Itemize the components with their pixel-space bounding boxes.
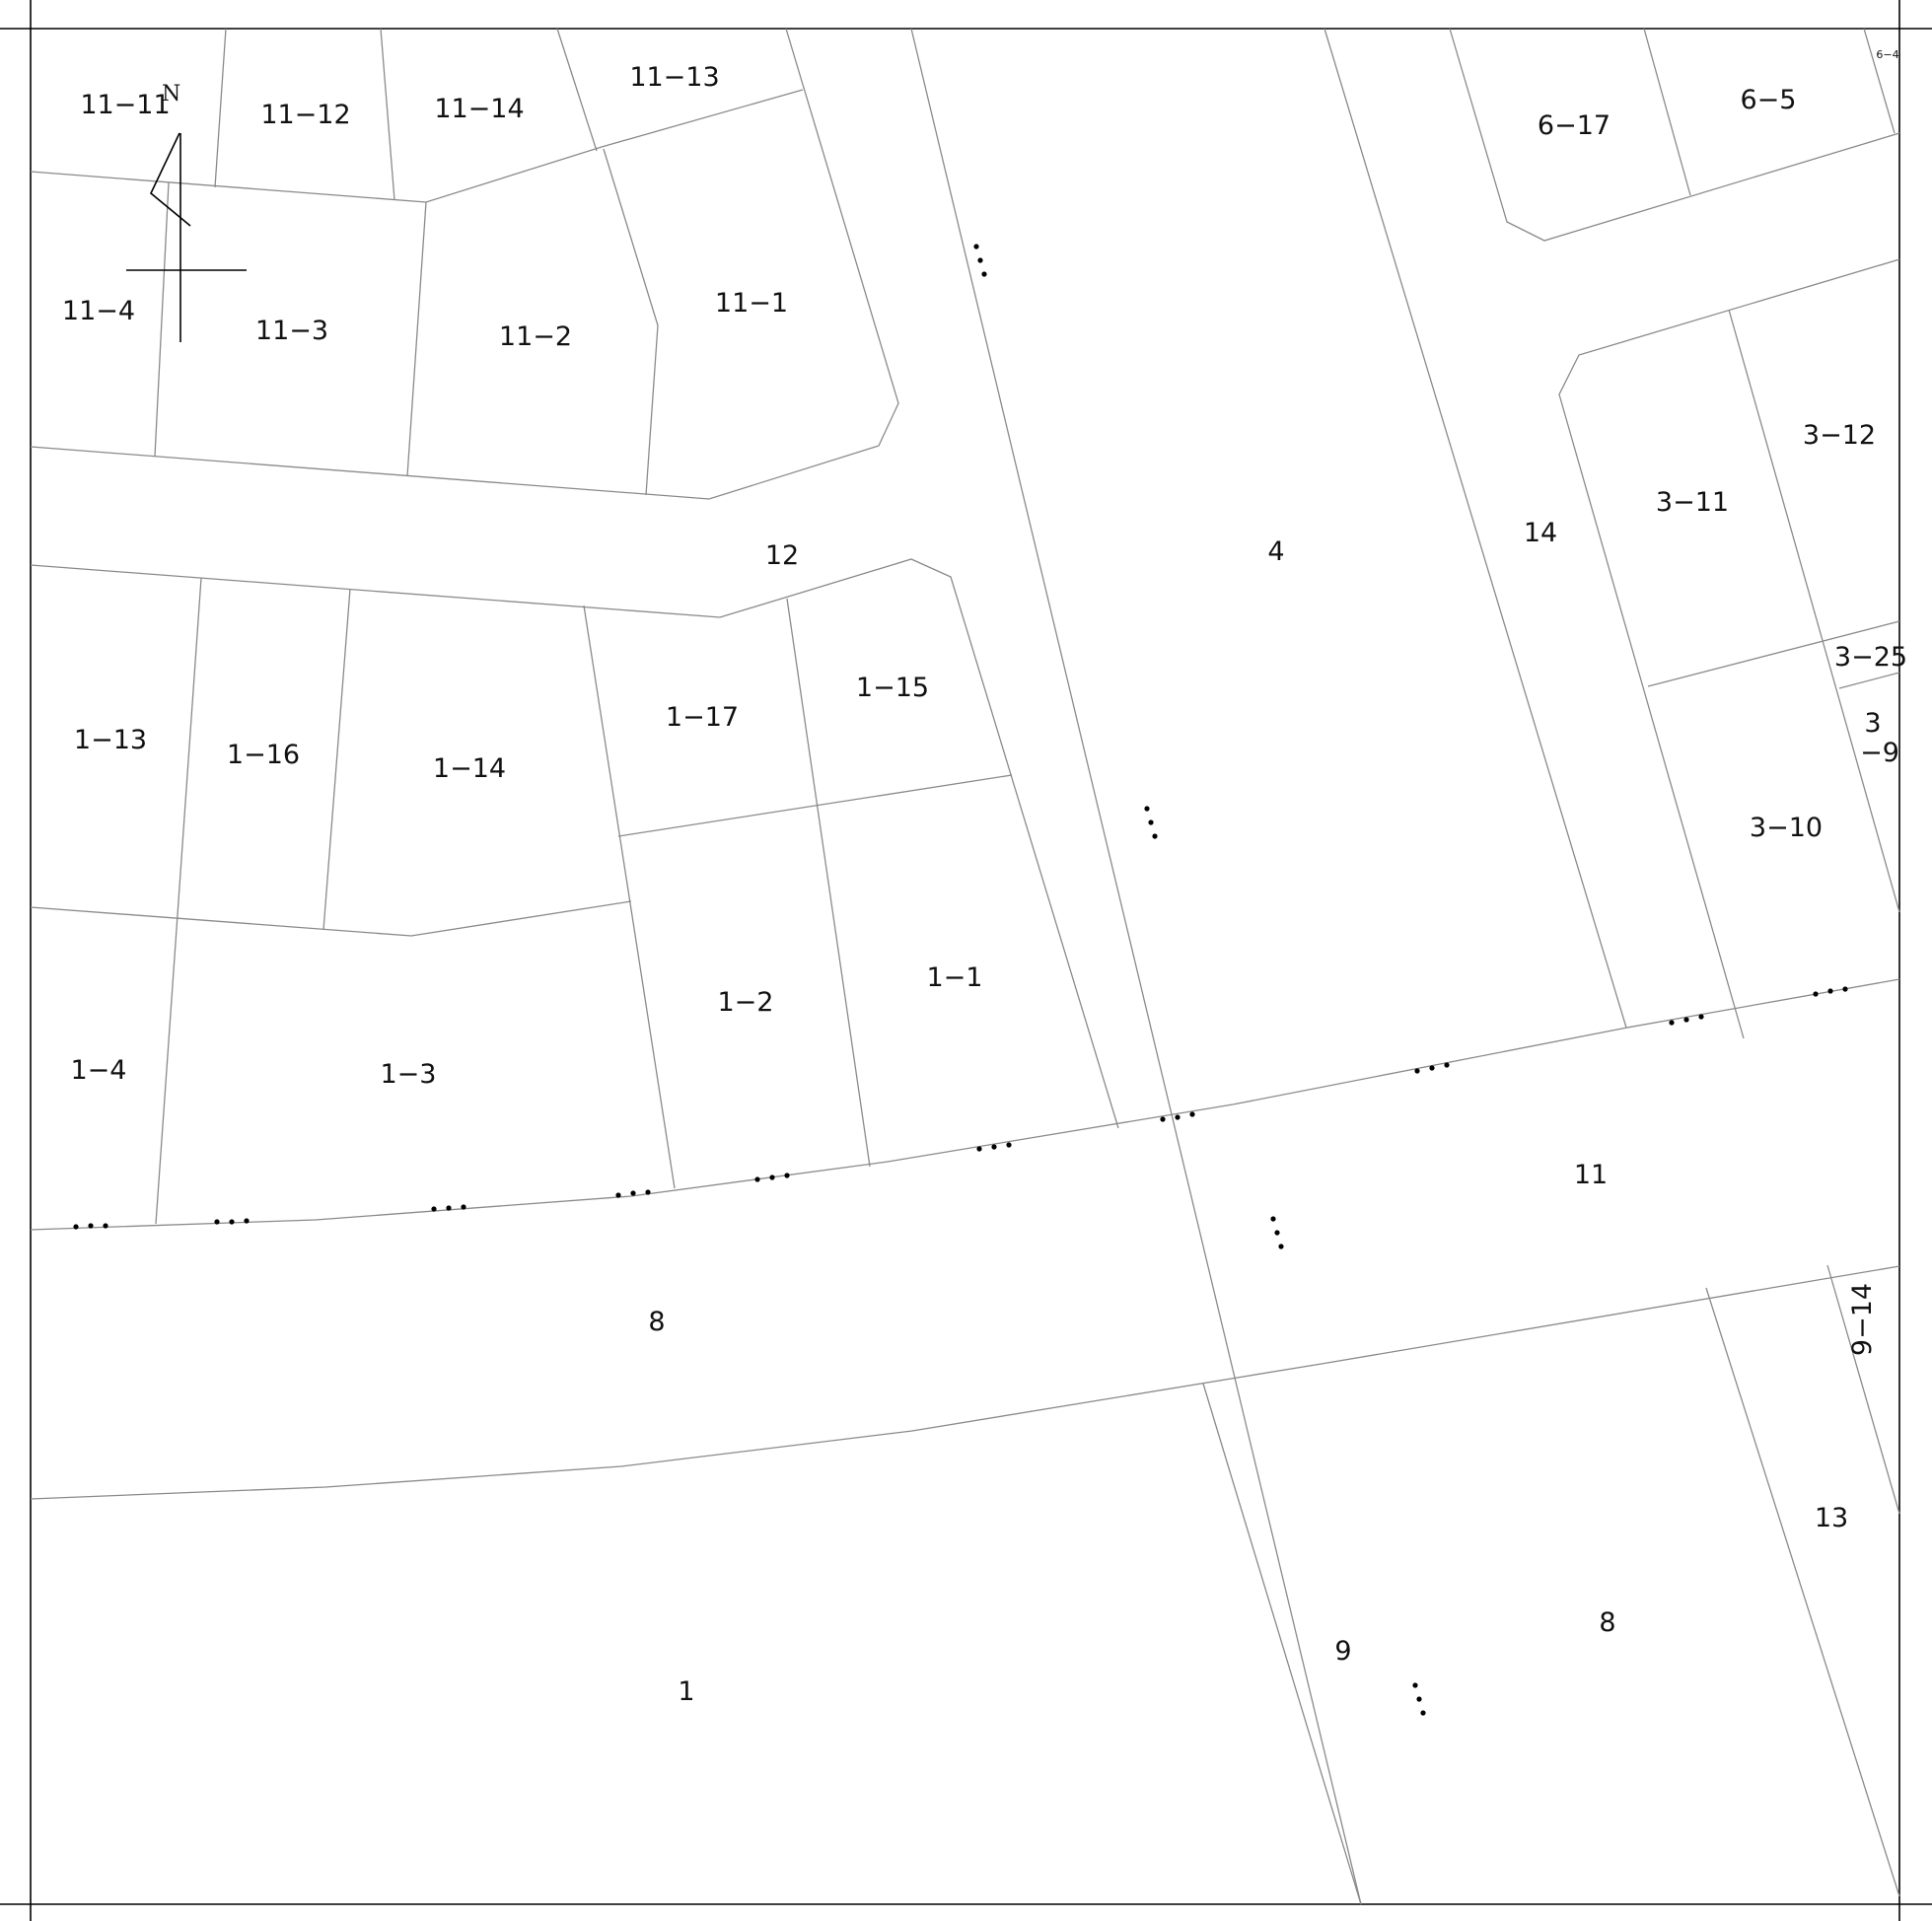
parcel-label-11: 11 [1574,1160,1608,1190]
parcel-label-9-14: 9−14 [1847,1283,1878,1356]
parcel-label-1-2: 1−2 [718,987,774,1018]
parcel-label-11-14: 11−14 [434,94,524,124]
parcel-label-1-16: 1−16 [227,740,300,770]
parcel-label-13: 13 [1815,1503,1848,1533]
north-arrow-icon: N [126,82,247,342]
parcel-label-1-17: 1−17 [666,702,739,733]
parcel-label-6-17: 6−17 [1538,110,1610,141]
parcel-label-1: 1 [678,1676,694,1707]
parcel-label-11-11: 11−11 [80,90,170,120]
parcel-label-3-9-top: 3 [1864,708,1881,739]
parcel-label-3-10: 3−10 [1750,813,1823,843]
parcel-label-1-4: 1−4 [71,1055,127,1086]
parcel-label-3-11: 3−11 [1656,487,1729,518]
parcel-label-1-1: 1−1 [927,962,983,993]
parcel-label-1-14: 1−14 [433,753,506,784]
parcel-label-8: 8 [1599,1607,1615,1638]
parcel-label-3-25: 3−25 [1834,642,1907,673]
parcel-label-1-3: 1−3 [381,1059,437,1090]
parcel-label-12: 12 [765,540,799,571]
parcel-label-1-15: 1−15 [856,673,929,703]
parcel-label-11-2: 11−2 [499,321,572,352]
parcel-label-11-13: 11−13 [629,62,719,93]
parcel-label-11-1: 11−1 [715,288,788,319]
parcel-boundaries [30,28,1900,1905]
parcel-label-11-12: 11−12 [260,100,350,130]
parcel-label-1-13: 1−13 [74,725,147,755]
boundary-markers [73,244,1848,1716]
north-letter: N [162,82,180,107]
parcel-label-3-9-bottom: −9 [1860,738,1899,768]
parcel-label-11-4: 11−4 [62,296,135,326]
parcel-label-3-12: 3−12 [1803,420,1876,451]
parcel-label-4: 4 [1267,536,1284,567]
parcel-label-11-3: 11−3 [255,316,328,346]
parcel-label-14: 14 [1524,518,1557,548]
parcel-label-6-5: 6−5 [1741,85,1797,115]
parcel-label-8-road: 8 [648,1307,665,1337]
parcel-label-9: 9 [1334,1636,1351,1667]
parcel-labels: 11−11 11−12 11−14 11−13 11−4 11−3 11−2 1… [62,48,1907,1707]
parcel-label-6-4: 6−4 [1876,48,1898,61]
